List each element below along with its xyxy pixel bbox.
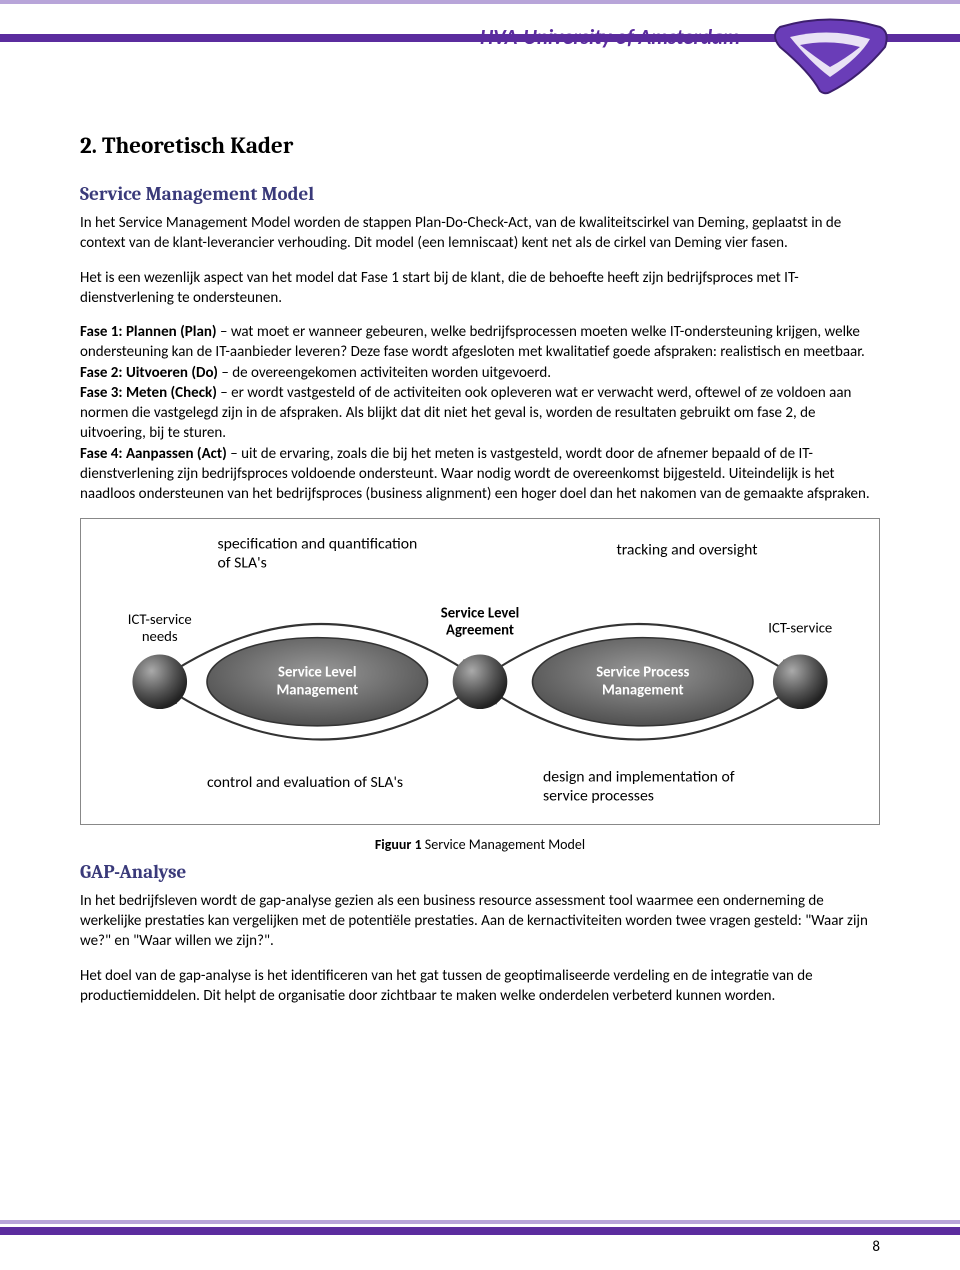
left-lobe-text-1: Service Level bbox=[278, 663, 356, 681]
label-top-left-1: specification and quantification bbox=[218, 535, 418, 554]
phase-2-label: Fase 2: Uitvoeren (Do) bbox=[80, 364, 218, 382]
phase-3-label: Fase 3: Meten (Check) bbox=[80, 384, 217, 402]
institution-name: HVA-University of Amsterdam bbox=[480, 24, 740, 50]
label-center-1: Service Level bbox=[441, 604, 519, 622]
footer-accent-bar bbox=[0, 1227, 960, 1235]
label-right-node: ICT-service bbox=[768, 619, 832, 637]
label-bottom-left: control and evaluation of SLA's bbox=[207, 773, 403, 792]
phase-1: Fase 1: Plannen (Plan) – wat moet er wan… bbox=[80, 322, 880, 363]
phase-4: Fase 4: Aanpassen (Act) – uit de ervarin… bbox=[80, 444, 880, 505]
footer-accent-light bbox=[0, 1220, 960, 1224]
label-bottom-right-2: service processes bbox=[543, 787, 654, 806]
left-lobe-text-2: Management bbox=[276, 681, 358, 699]
phase-3: Fase 3: Meten (Check) – er wordt vastges… bbox=[80, 383, 880, 444]
intro-paragraph-2: Het is een wezenlijk aspect van het mode… bbox=[80, 268, 880, 309]
right-lobe-text-2: Management bbox=[602, 681, 684, 699]
phase-2-text: – de overeengekomen activiteiten worden … bbox=[218, 364, 551, 382]
page-content: 2. Theoretisch Kader Service Management … bbox=[0, 102, 960, 1040]
lemniscate-diagram: specification and quantification of SLA'… bbox=[80, 518, 880, 825]
sphere-center bbox=[453, 655, 508, 710]
right-lobe-text-1: Service Process bbox=[596, 663, 689, 681]
section-heading: 2. Theoretisch Kader bbox=[80, 132, 880, 159]
label-left-node-2: needs bbox=[142, 627, 178, 645]
label-top-left-2: of SLA's bbox=[218, 554, 267, 573]
label-top-right: tracking and oversight bbox=[617, 541, 758, 560]
phase-1-label: Fase 1: Plannen (Plan) bbox=[80, 323, 217, 341]
gap-paragraph-2: Het doel van de gap-analyse is het ident… bbox=[80, 966, 880, 1007]
header-row: HVA-University of Amsterdam bbox=[0, 42, 960, 102]
figure-1: specification and quantification of SLA'… bbox=[80, 518, 880, 853]
label-left-node-1: ICT-service bbox=[128, 610, 192, 628]
phase-2: Fase 2: Uitvoeren (Do) – de overeengekom… bbox=[80, 363, 880, 383]
institution-logo bbox=[760, 17, 900, 97]
figure-caption: Figuur 1 Service Management Model bbox=[80, 836, 880, 853]
label-center-2: Agreement bbox=[446, 621, 514, 639]
label-bottom-right-1: design and implementation of bbox=[543, 768, 735, 787]
figure-caption-text: Service Management Model bbox=[422, 836, 585, 853]
subsection-heading-smm: Service Management Model bbox=[80, 183, 880, 205]
gap-paragraph-1: In het bedrijfsleven wordt de gap-analys… bbox=[80, 891, 880, 952]
header-accent-light bbox=[0, 0, 960, 4]
phase-4-label: Fase 4: Aanpassen (Act) bbox=[80, 445, 227, 463]
phases-block: Fase 1: Plannen (Plan) – wat moet er wan… bbox=[80, 322, 880, 504]
sphere-right bbox=[773, 655, 828, 710]
sphere-left bbox=[132, 655, 187, 710]
page-number: 8 bbox=[872, 1238, 880, 1256]
figure-caption-bold: Figuur 1 bbox=[375, 836, 422, 853]
subsection-heading-gap: GAP-Analyse bbox=[80, 861, 880, 883]
intro-paragraph-1: In het Service Management Model worden d… bbox=[80, 213, 880, 254]
